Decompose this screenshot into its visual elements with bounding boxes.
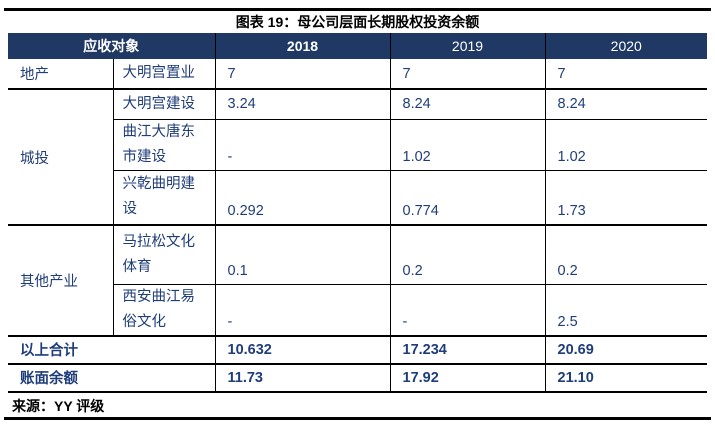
total-value-cell: 17.234 <box>389 335 545 365</box>
value-cell: 7 <box>389 59 545 90</box>
header-cell-receivable: 应收对象 <box>8 33 215 59</box>
value-cell: 8.24 <box>389 89 545 120</box>
table-row: 城投 大明宫建设 3.24 8.24 8.24 <box>8 89 707 226</box>
name-cell: 曲江大唐东市建设 <box>112 119 215 171</box>
table-row: 西安曲江易俗文化 - - 2.5 <box>8 284 707 337</box>
header-cell-2020: 2020 <box>544 33 707 59</box>
value-cell: 1.02 <box>544 119 707 171</box>
total-row: 账面余额 11.73 17.92 21.10 <box>8 363 707 393</box>
value-cell: 0.292 <box>214 170 390 226</box>
value-cell: 1.02 <box>389 119 545 171</box>
table-row: 兴乾曲明建设 0.292 0.774 1.73 <box>8 170 707 226</box>
value-cell: 2.5 <box>544 284 707 337</box>
name-cell: 兴乾曲明建设 <box>112 170 215 226</box>
total-label-cell: 以上合计 <box>8 335 215 365</box>
name-cell: 大明宫置业 <box>112 59 215 90</box>
value-cell: 0.2 <box>389 225 545 285</box>
table-row: 其他产业 马拉松文化体育 0.1 0.2 0.2 <box>8 225 707 337</box>
name-cell: 西安曲江易俗文化 <box>112 284 215 337</box>
table-row: 曲江大唐东市建设 - 1.02 1.02 <box>8 119 707 171</box>
figure-title: 图表 19：母公司层面长期股权投资余额 <box>235 14 480 30</box>
name-cell: 马拉松文化体育 <box>112 225 215 285</box>
figure-container: 图表 19：母公司层面长期股权投资余额 应收对象 2018 2019 2020 … <box>4 8 711 393</box>
value-cell: 0.2 <box>544 225 707 285</box>
total-value-cell: 10.632 <box>214 335 390 365</box>
value-cell: 0.774 <box>389 170 545 226</box>
value-cell: - <box>214 284 390 337</box>
category-cell: 其他产业 <box>8 225 113 337</box>
investment-table: 应收对象 2018 2019 2020 地产 大明宫置业 7 7 7 城投 大明… <box>8 33 707 393</box>
category-cell: 城投 <box>8 89 113 226</box>
table-row: 地产 大明宫置业 7 7 7 <box>8 59 707 90</box>
total-row: 以上合计 10.632 17.234 20.69 <box>8 335 707 365</box>
value-cell: 3.24 <box>214 89 390 120</box>
value-cell: - <box>389 284 545 337</box>
name-cell: 大明宫建设 <box>112 89 215 120</box>
value-cell: 7 <box>544 59 707 90</box>
value-cell: 1.73 <box>544 170 707 226</box>
total-value-cell: 21.10 <box>544 363 707 393</box>
value-cell: 0.1 <box>214 225 390 285</box>
value-cell: 8.24 <box>544 89 707 120</box>
category-cell: 地产 <box>8 59 113 90</box>
total-value-cell: 17.92 <box>389 363 545 393</box>
total-value-cell: 11.73 <box>214 363 390 393</box>
source-note: 来源：YY 评级 <box>4 393 711 420</box>
value-cell: - <box>214 119 390 171</box>
header-cell-2019: 2019 <box>389 33 545 59</box>
total-label-cell: 账面余额 <box>8 363 215 393</box>
header-cell-2018: 2018 <box>214 33 390 59</box>
table-header-row: 应收对象 2018 2019 2020 <box>8 33 707 59</box>
total-value-cell: 20.69 <box>544 335 707 365</box>
value-cell: 7 <box>214 59 390 90</box>
